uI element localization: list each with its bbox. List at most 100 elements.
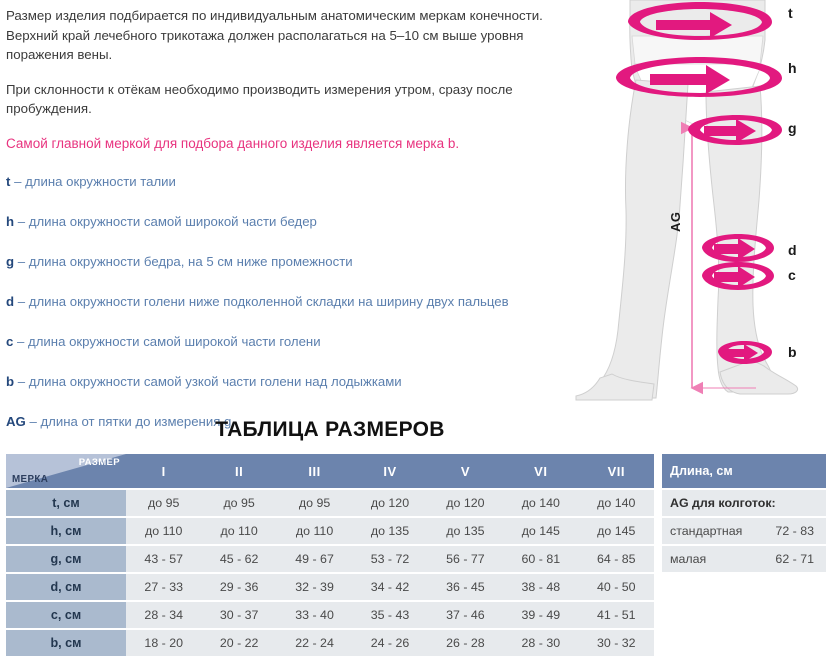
cell-t-3: до 95 <box>276 490 353 516</box>
diagram-label-ag: AG <box>668 211 683 233</box>
cell-d-4: 34 - 42 <box>352 574 428 600</box>
body-measurement-diagram: t h g d c b AG <box>560 0 832 410</box>
table-header-row: РАЗМЕР МЕРКА I II III IV V VI VII <box>6 454 654 488</box>
length-subheader-row: AG для колготок: <box>662 490 826 516</box>
cell-t-4: до 120 <box>352 490 428 516</box>
legend-key-g: g <box>6 253 15 269</box>
legend-dash-b: – <box>17 373 26 389</box>
cell-t-2: до 95 <box>201 490 277 516</box>
cell-b-1: 18 - 20 <box>126 630 202 656</box>
length-row: стандартная 72 - 83 <box>662 518 826 544</box>
page-title: ТАБЛИЦА РАЗМЕРОВ <box>215 418 445 441</box>
legend-dash-d: – <box>17 293 26 309</box>
cell-h-3: до 110 <box>276 518 353 544</box>
cell-g-1: 43 - 57 <box>126 546 202 572</box>
left-foot-shape <box>575 373 655 401</box>
length-name-small: малая <box>662 546 744 572</box>
measure-band-h <box>616 57 782 97</box>
cell-h-6: до 145 <box>503 518 579 544</box>
legend-key-h: h <box>6 213 15 229</box>
table-row: g, см 43 - 57 45 - 62 49 - 67 53 - 72 56… <box>6 546 654 572</box>
cell-g-7: 64 - 85 <box>578 546 654 572</box>
row-label-g: g, см <box>6 546 126 572</box>
cell-c-3: 33 - 40 <box>276 602 353 628</box>
legend-text-b: длина окружности самой узкой части голен… <box>28 373 402 389</box>
cell-t-7: до 140 <box>578 490 654 516</box>
measure-band-g <box>688 115 782 145</box>
legend-item-d: d – длина окружности голени ниже подколе… <box>6 293 562 311</box>
legend-key-c: c <box>6 333 14 349</box>
corner-size-label: РАЗМЕР <box>78 457 120 468</box>
column-header-7: VII <box>578 454 654 488</box>
table-row: h, см до 110 до 110 до 110 до 135 до 135… <box>6 518 654 544</box>
table-row: t, см до 95 до 95 до 95 до 120 до 120 до… <box>6 490 654 516</box>
cell-d-2: 29 - 36 <box>201 574 277 600</box>
cell-b-5: 26 - 28 <box>427 630 504 656</box>
column-header-5: V <box>427 454 504 488</box>
legend-text-g: длина окружности бедра, на 5 см ниже про… <box>28 253 353 269</box>
cell-c-4: 35 - 43 <box>352 602 428 628</box>
length-header-row: Длина, см <box>662 454 826 488</box>
cell-g-4: 53 - 72 <box>352 546 428 572</box>
cell-h-5: до 135 <box>427 518 504 544</box>
legs-silhouette-svg <box>575 0 799 401</box>
legend-item-b: b – длина окружности самой узкой части г… <box>6 373 562 391</box>
length-header: Длина, см <box>662 454 826 488</box>
legend-item-c: c – длина окружности самой широкой части… <box>6 333 562 351</box>
legend-item-g: g – длина окружности бедра, на 5 см ниже… <box>6 253 562 271</box>
corner-diagonal-shape <box>6 454 126 488</box>
cell-t-6: до 140 <box>503 490 579 516</box>
cell-g-5: 56 - 77 <box>427 546 504 572</box>
legend-dash-h: – <box>17 213 26 229</box>
cell-d-7: 40 - 50 <box>578 574 654 600</box>
cell-c-1: 28 - 34 <box>126 602 202 628</box>
legend-key-t: t <box>6 173 11 189</box>
column-header-3: III <box>276 454 353 488</box>
cell-h-1: до 110 <box>126 518 202 544</box>
left-leg-shape <box>583 79 689 399</box>
row-label-h: h, см <box>6 518 126 544</box>
cell-d-6: 38 - 48 <box>503 574 579 600</box>
diagram-label-b: b <box>788 344 797 360</box>
legend-key-d: d <box>6 293 15 309</box>
cell-d-3: 32 - 39 <box>276 574 353 600</box>
instructions-and-diagram: Размер изделия подбирается по индивидуал… <box>6 0 832 429</box>
cell-c-7: 41 - 51 <box>578 602 654 628</box>
legend-text-d: длина окружности голени ниже подколенной… <box>28 293 509 309</box>
legend-dash-c: – <box>17 333 25 349</box>
row-label-t: t, см <box>6 490 126 516</box>
legend-text-ag: длина от пятки до измерения g <box>40 413 232 429</box>
corner-header-cell: РАЗМЕР МЕРКА <box>6 454 126 488</box>
legend-text-c: длина окружности самой широкой части гол… <box>28 333 321 349</box>
cell-h-2: до 110 <box>201 518 277 544</box>
legend-item-h: h – длина окружности самой широкой части… <box>6 213 562 231</box>
cell-b-4: 24 - 26 <box>352 630 428 656</box>
measure-band-c <box>702 262 774 290</box>
legend-dash-t: – <box>14 173 22 189</box>
cell-c-2: 30 - 37 <box>201 602 277 628</box>
row-label-b: b, см <box>6 630 126 656</box>
legend-dash-g: – <box>17 253 26 269</box>
cell-b-3: 22 - 24 <box>276 630 353 656</box>
length-row: малая 62 - 71 <box>662 546 826 572</box>
cell-b-2: 20 - 22 <box>201 630 277 656</box>
row-label-c: c, см <box>6 602 126 628</box>
diagram-label-c: c <box>788 267 796 283</box>
length-value-standard: 72 - 83 <box>744 518 826 544</box>
column-header-1: I <box>126 454 202 488</box>
column-header-2: II <box>201 454 277 488</box>
legend-key-ag: AG <box>6 413 26 429</box>
legend-text-t: длина окружности талии <box>25 173 176 189</box>
cell-h-4: до 135 <box>352 518 428 544</box>
measure-band-d <box>702 234 774 262</box>
intro-paragraph-1: Размер изделия подбирается по индивидуал… <box>6 8 543 62</box>
row-label-d: d, см <box>6 574 126 600</box>
size-table: РАЗМЕР МЕРКА I II III IV V VI VII t, см … <box>6 452 654 658</box>
cell-c-5: 37 - 46 <box>427 602 504 628</box>
cell-g-3: 49 - 67 <box>276 546 353 572</box>
cell-t-1: до 95 <box>126 490 202 516</box>
diagram-label-g: g <box>788 120 797 136</box>
legend-text-h: длина окружности самой широкой части бед… <box>28 213 317 229</box>
measure-band-t <box>628 2 772 40</box>
length-subheader: AG для колготок: <box>662 490 826 516</box>
